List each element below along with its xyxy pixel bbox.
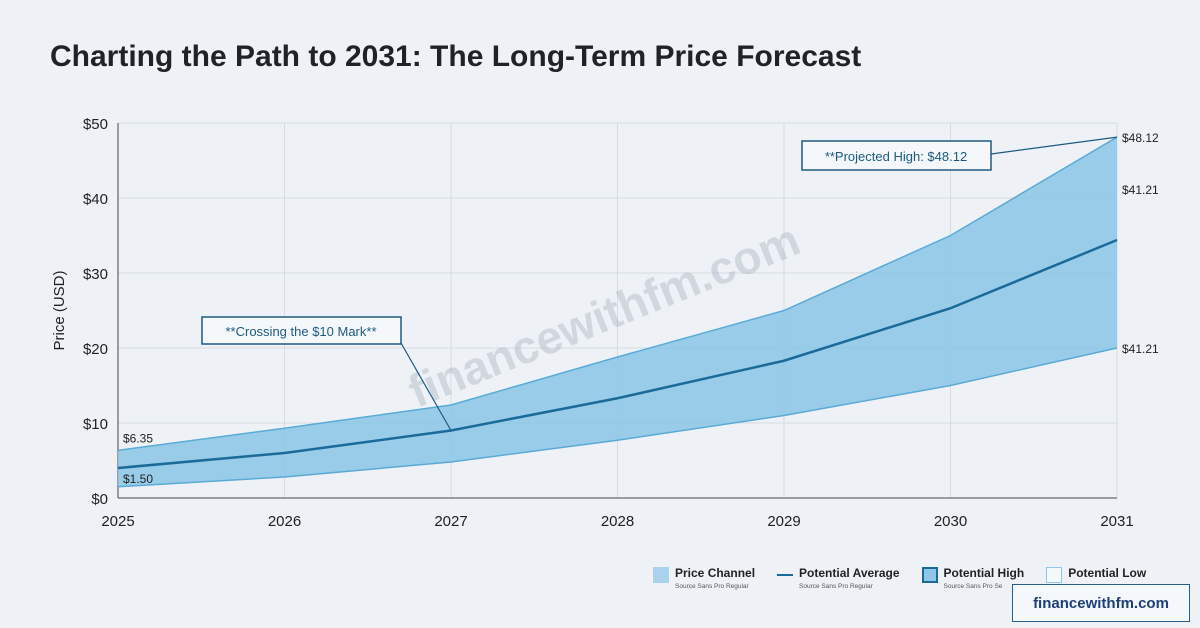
legend-label: Price Channel: [675, 566, 756, 580]
chart-title: Charting the Path to 2031: The Long-Term…: [50, 40, 862, 73]
legend-label: Potential Average: [799, 566, 900, 580]
x-tick-label: 2031: [1100, 513, 1133, 530]
legend-label: Potential Low: [1068, 566, 1147, 580]
y-axis-label: Price (USD): [51, 270, 68, 350]
price-channel-area: [118, 137, 1117, 487]
potential-high-line: [117, 136, 1118, 452]
x-tick-label: 2027: [434, 513, 467, 530]
annotation-text: **Crossing the $10 Mark**: [225, 324, 376, 339]
annotation-leader: [400, 342, 452, 431]
legend-swatch: [653, 567, 669, 583]
y-tick-label: $40: [83, 191, 108, 208]
site-badge: financewithfm.com: [1012, 584, 1190, 622]
legend-sub: Source Sans Pro Se: [943, 583, 1003, 590]
y-tick-label: $50: [83, 116, 108, 133]
y-tick-label: $0: [91, 491, 108, 508]
x-tick-label: 2025: [101, 513, 134, 530]
y-tick-label: $20: [83, 341, 108, 358]
data-label: $48.12: [1122, 131, 1159, 145]
potential-low-line: [117, 347, 1118, 488]
annotation-text: **Projected High: $48.12: [825, 149, 967, 164]
annotation-box: [801, 140, 992, 171]
potential-average-line: [117, 238, 1118, 470]
data-label: $6.35: [123, 431, 153, 445]
legend: Price Channel Source Sans Pro Regular Pot…: [653, 566, 1146, 590]
annotation-box: [201, 316, 402, 345]
y-tick-label: $10: [83, 416, 108, 433]
legend-label: Potential High: [943, 566, 1025, 580]
y-tick-label: $30: [83, 266, 108, 283]
x-tick-label: 2026: [268, 513, 301, 530]
x-tick-label: 2030: [934, 513, 967, 530]
x-tick-label: 2028: [601, 513, 634, 530]
data-label: $41.21: [1122, 183, 1159, 197]
legend-sub: Source Sans Pro Regular: [799, 583, 873, 590]
legend-item-potential-average: Potential Average Source Sans Pro Regular: [777, 566, 900, 590]
legend-item-potential-low: Potential Low: [1046, 566, 1146, 590]
legend-swatch: [921, 567, 938, 583]
x-tick-label: 2029: [767, 513, 800, 530]
data-label: $41.21: [1122, 342, 1159, 356]
data-label: $1.50: [123, 472, 153, 486]
legend-sub: Source Sans Pro Regular: [675, 583, 749, 590]
annotation-leader: [990, 136, 1118, 155]
legend-swatch: [1046, 567, 1063, 583]
legend-item-price-channel: Price Channel Source Sans Pro Regular: [653, 566, 755, 590]
legend-item-potential-high: Potential High Source Sans Pro Se: [921, 566, 1025, 590]
legend-swatch: [777, 574, 794, 576]
